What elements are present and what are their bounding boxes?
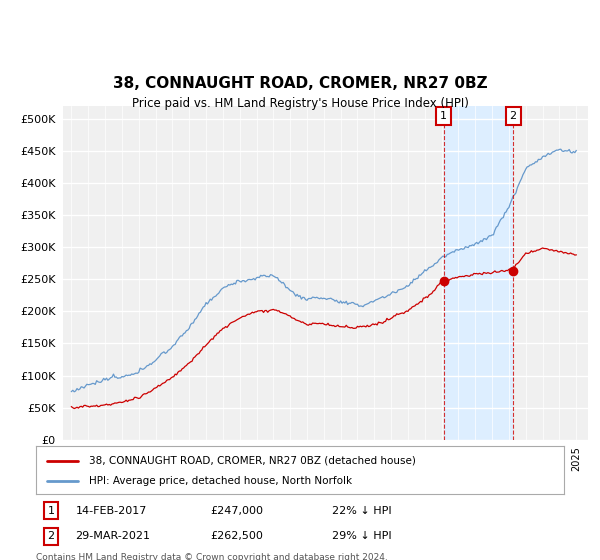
Text: 38, CONNAUGHT ROAD, CROMER, NR27 0BZ: 38, CONNAUGHT ROAD, CROMER, NR27 0BZ	[113, 76, 487, 91]
Text: £247,000: £247,000	[210, 506, 263, 516]
Text: 2: 2	[509, 111, 517, 121]
Text: 14-FEB-2017: 14-FEB-2017	[76, 506, 147, 516]
Text: 38, CONNAUGHT ROAD, CROMER, NR27 0BZ (detached house): 38, CONNAUGHT ROAD, CROMER, NR27 0BZ (de…	[89, 456, 416, 465]
Bar	[443, 106, 513, 440]
Text: Contains HM Land Registry data © Crown copyright and database right 2024.
This d: Contains HM Land Registry data © Crown c…	[36, 553, 388, 560]
Text: 1: 1	[440, 111, 447, 121]
Text: 2: 2	[47, 531, 55, 542]
Text: Price paid vs. HM Land Registry's House Price Index (HPI): Price paid vs. HM Land Registry's House …	[131, 97, 469, 110]
Text: 1: 1	[47, 506, 55, 516]
Text: £262,500: £262,500	[210, 531, 263, 542]
Text: 29-MAR-2021: 29-MAR-2021	[76, 531, 151, 542]
Text: 22% ↓ HPI: 22% ↓ HPI	[332, 506, 391, 516]
Text: 29% ↓ HPI: 29% ↓ HPI	[332, 531, 391, 542]
Text: HPI: Average price, detached house, North Norfolk: HPI: Average price, detached house, Nort…	[89, 475, 352, 486]
